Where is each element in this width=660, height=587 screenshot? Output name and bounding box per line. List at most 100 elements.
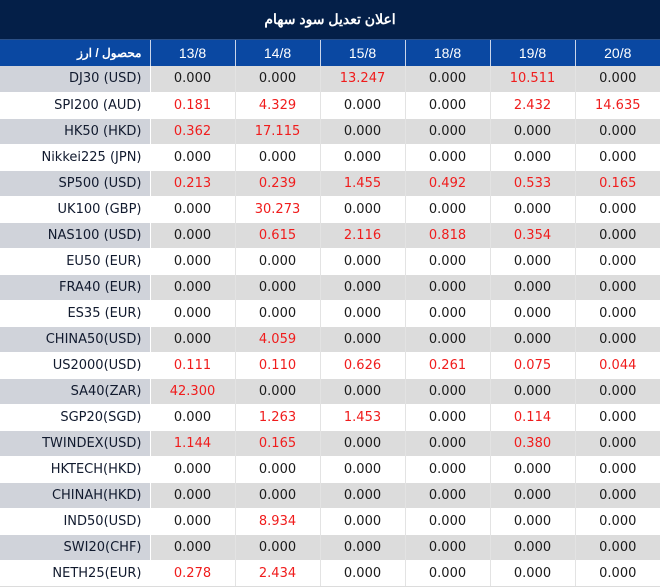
- header-date: 15/8: [320, 40, 406, 66]
- dividend-value-cell: 0.000: [235, 534, 321, 560]
- dividend-value-cell: 0.000: [150, 508, 236, 534]
- table-header-row: محصول / ارز 13/8 14/8 15/8 18/8 19/8 20/…: [0, 40, 660, 66]
- dividend-value-cell: 0.000: [320, 196, 406, 222]
- product-name-cell: SGP20(SGD): [0, 404, 151, 430]
- dividend-value-cell: 0.000: [575, 404, 660, 430]
- table-row: US2000(USD) 0.111 0.110 0.626 0.261 0.075 0.04…: [0, 352, 660, 378]
- dividend-value-cell: 0.615: [235, 222, 321, 248]
- dividend-value-cell: 2.434: [235, 560, 321, 587]
- dividend-value-cell: 0.261: [405, 352, 491, 378]
- dividend-value-cell: 0.000: [235, 482, 321, 508]
- dividend-value-cell: 17.115: [235, 118, 321, 144]
- table-row: CHINAH(HKD) 0.000 0.000 0.000 0.000 0.000 0.00…: [0, 482, 660, 508]
- table-row: ES35 (EUR) 0.000 0.000 0.000 0.000 0.000 0.000: [0, 300, 660, 326]
- dividend-value-cell: 0.000: [490, 118, 576, 144]
- dividend-value-cell: 0.000: [150, 404, 236, 430]
- header-date: 14/8: [235, 40, 321, 66]
- table-row: SGP20(SGD) 0.000 1.263 1.453 0.000 0.114 0.000: [0, 404, 660, 430]
- dividend-value-cell: 0.000: [320, 534, 406, 560]
- dividend-value-cell: 4.329: [235, 92, 321, 118]
- dividend-value-cell: 0.000: [575, 66, 660, 92]
- table-body: DJ30 (USD) 0.000 0.000 13.247 0.000 10.511 0.0…: [0, 66, 660, 587]
- product-name-cell: ES35 (EUR): [0, 300, 151, 326]
- dividend-value-cell: 0.000: [575, 430, 660, 456]
- dividend-table: محصول / ارز 13/8 14/8 15/8 18/8 19/8 20/…: [0, 40, 660, 587]
- dividend-value-cell: 0.000: [490, 196, 576, 222]
- dividend-value-cell: 0.000: [490, 144, 576, 170]
- table-row: HKTECH(HKD) 0.000 0.000 0.000 0.000 0.000 0.00…: [0, 456, 660, 482]
- dividend-value-cell: 0.533: [490, 170, 576, 196]
- dividend-value-cell: 0.000: [235, 248, 321, 274]
- product-name-cell: NAS100 (USD): [0, 222, 151, 248]
- dividend-value-cell: 0.000: [320, 456, 406, 482]
- page-title: اعلان تعدیل سود سهام: [0, 0, 660, 40]
- dividend-value-cell: 0.000: [575, 300, 660, 326]
- dividend-value-cell: 0.000: [405, 326, 491, 352]
- table-row: NETH25(EUR) 0.278 2.434 0.000 0.000 0.000 0.00…: [0, 560, 660, 587]
- dividend-value-cell: 0.000: [320, 248, 406, 274]
- product-name-cell: HK50 (HKD): [0, 118, 151, 144]
- header-date: 13/8: [150, 40, 236, 66]
- dividend-value-cell: 0.000: [320, 118, 406, 144]
- dividend-value-cell: 0.000: [575, 274, 660, 300]
- product-name-cell: SP500 (USD): [0, 170, 151, 196]
- dividend-value-cell: 30.273: [235, 196, 321, 222]
- dividend-value-cell: 0.000: [405, 300, 491, 326]
- dividend-value-cell: 0.000: [405, 66, 491, 92]
- dividend-value-cell: 13.247: [320, 66, 406, 92]
- dividend-value-cell: 0.000: [150, 274, 236, 300]
- table-row: SA40(ZAR) 42.300 0.000 0.000 0.000 0.000 0.000: [0, 378, 660, 404]
- dividend-value-cell: 0.818: [405, 222, 491, 248]
- dividend-value-cell: 0.000: [405, 274, 491, 300]
- table-row: TWINDEX(USD) 1.144 0.165 0.000 0.000 0.380 0.0…: [0, 430, 660, 456]
- dividend-value-cell: 0.000: [575, 378, 660, 404]
- table-row: HK50 (HKD) 0.362 17.115 0.000 0.000 0.000 0.00…: [0, 118, 660, 144]
- table-row: UK100 (GBP) 0.000 30.273 0.000 0.000 0.000 0.0…: [0, 196, 660, 222]
- dividend-value-cell: 0.000: [405, 196, 491, 222]
- dividend-value-cell: 0.492: [405, 170, 491, 196]
- dividend-value-cell: 0.000: [320, 144, 406, 170]
- product-name-cell: FRA40 (EUR): [0, 274, 151, 300]
- dividend-value-cell: 0.000: [575, 118, 660, 144]
- product-name-cell: SA40(ZAR): [0, 378, 151, 404]
- dividend-value-cell: 0.000: [405, 456, 491, 482]
- table-row: DJ30 (USD) 0.000 0.000 13.247 0.000 10.511 0.0…: [0, 66, 660, 92]
- dividend-value-cell: 0.000: [405, 482, 491, 508]
- dividend-value-cell: 0.278: [150, 560, 236, 587]
- dividend-value-cell: 0.000: [405, 92, 491, 118]
- dividend-value-cell: 0.111: [150, 352, 236, 378]
- dividend-value-cell: 0.626: [320, 352, 406, 378]
- dividend-value-cell: 0.000: [405, 248, 491, 274]
- dividend-value-cell: 0.000: [575, 456, 660, 482]
- dividend-value-cell: 0.165: [235, 430, 321, 456]
- dividend-value-cell: 0.000: [235, 300, 321, 326]
- dividend-value-cell: 0.165: [575, 170, 660, 196]
- table-row: CHINA50(USD) 0.000 4.059 0.000 0.000 0.000 0.0…: [0, 326, 660, 352]
- dividend-value-cell: 0.000: [490, 248, 576, 274]
- dividend-value-cell: 0.000: [320, 326, 406, 352]
- dividend-value-cell: 0.000: [405, 430, 491, 456]
- dividend-value-cell: 0.000: [150, 196, 236, 222]
- dividend-value-cell: 0.000: [575, 560, 660, 587]
- table-row: SP500 (USD) 0.213 0.239 1.455 0.492 0.533 0.16…: [0, 170, 660, 196]
- product-name-cell: HKTECH(HKD): [0, 456, 151, 482]
- dividend-value-cell: 0.000: [575, 508, 660, 534]
- dividend-value-cell: 0.000: [320, 92, 406, 118]
- dividend-value-cell: 0.000: [490, 534, 576, 560]
- dividend-value-cell: 0.380: [490, 430, 576, 456]
- dividend-value-cell: 0.000: [235, 274, 321, 300]
- dividend-value-cell: 0.000: [405, 534, 491, 560]
- product-name-cell: CHINAH(HKD): [0, 482, 151, 508]
- dividend-value-cell: 0.000: [575, 248, 660, 274]
- dividend-value-cell: 0.000: [490, 274, 576, 300]
- dividend-value-cell: 4.059: [235, 326, 321, 352]
- product-name-cell: Nikkei225 (JPN): [0, 144, 151, 170]
- dividend-value-cell: 0.000: [405, 560, 491, 587]
- dividend-value-cell: 0.000: [575, 222, 660, 248]
- dividend-value-cell: 0.000: [405, 404, 491, 430]
- table-row: EU50 (EUR) 0.000 0.000 0.000 0.000 0.000 0.000: [0, 248, 660, 274]
- table-row: NAS100 (USD) 0.000 0.615 2.116 0.818 0.354 0.0…: [0, 222, 660, 248]
- dividend-value-cell: 0.000: [320, 274, 406, 300]
- dividend-value-cell: 42.300: [150, 378, 236, 404]
